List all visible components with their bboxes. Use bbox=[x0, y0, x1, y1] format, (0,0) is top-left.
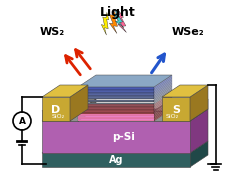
Bar bbox=[153, 111, 189, 121]
Polygon shape bbox=[116, 11, 126, 33]
Polygon shape bbox=[153, 98, 171, 112]
Bar bbox=[78, 87, 153, 88]
Bar bbox=[42, 97, 70, 121]
Bar bbox=[78, 117, 153, 118]
Polygon shape bbox=[189, 85, 207, 121]
Bar bbox=[78, 112, 153, 113]
Text: D: D bbox=[51, 105, 60, 115]
Text: Light: Light bbox=[100, 6, 135, 19]
Bar bbox=[78, 95, 153, 96]
Polygon shape bbox=[153, 105, 171, 118]
Bar bbox=[78, 118, 153, 119]
Bar bbox=[42, 153, 189, 167]
Polygon shape bbox=[153, 75, 171, 88]
Bar bbox=[78, 120, 153, 121]
Polygon shape bbox=[153, 83, 171, 96]
Polygon shape bbox=[109, 9, 117, 33]
Polygon shape bbox=[78, 99, 96, 121]
Bar bbox=[161, 97, 189, 121]
Polygon shape bbox=[78, 75, 171, 87]
Polygon shape bbox=[113, 9, 123, 28]
Text: A: A bbox=[18, 116, 25, 125]
Polygon shape bbox=[153, 84, 171, 98]
Text: SiO₂: SiO₂ bbox=[165, 114, 178, 119]
Polygon shape bbox=[153, 88, 171, 101]
Polygon shape bbox=[153, 91, 171, 104]
Polygon shape bbox=[153, 78, 171, 92]
Text: WSe₂: WSe₂ bbox=[171, 27, 204, 37]
Polygon shape bbox=[153, 77, 171, 90]
Polygon shape bbox=[153, 86, 171, 99]
Polygon shape bbox=[153, 101, 171, 115]
Bar bbox=[78, 104, 153, 105]
Bar bbox=[78, 107, 153, 109]
Bar bbox=[78, 106, 153, 107]
Polygon shape bbox=[101, 12, 108, 35]
Polygon shape bbox=[153, 89, 171, 102]
Bar bbox=[78, 110, 153, 112]
Text: SiO₂: SiO₂ bbox=[52, 114, 64, 119]
Circle shape bbox=[13, 112, 31, 130]
Polygon shape bbox=[42, 99, 96, 111]
Bar bbox=[78, 103, 153, 104]
Bar bbox=[78, 115, 153, 116]
Polygon shape bbox=[153, 99, 207, 111]
Polygon shape bbox=[153, 108, 171, 121]
Bar bbox=[78, 101, 153, 102]
Text: S: S bbox=[171, 105, 179, 115]
Polygon shape bbox=[153, 81, 171, 95]
Polygon shape bbox=[161, 85, 207, 97]
Bar bbox=[78, 114, 153, 121]
Text: WS₂: WS₂ bbox=[39, 27, 64, 37]
Bar bbox=[42, 111, 78, 121]
Polygon shape bbox=[70, 85, 88, 121]
Bar bbox=[78, 100, 153, 101]
Polygon shape bbox=[42, 141, 207, 153]
Bar bbox=[78, 92, 153, 93]
Polygon shape bbox=[153, 97, 171, 110]
Bar bbox=[78, 90, 153, 92]
Polygon shape bbox=[189, 141, 207, 167]
Bar bbox=[78, 109, 153, 110]
Bar bbox=[78, 89, 153, 90]
Bar bbox=[42, 121, 189, 153]
Bar bbox=[78, 93, 153, 95]
Polygon shape bbox=[153, 80, 171, 93]
Bar bbox=[78, 113, 153, 115]
Text: p-Si: p-Si bbox=[112, 132, 135, 142]
Text: Ag: Ag bbox=[108, 155, 123, 165]
Polygon shape bbox=[189, 99, 207, 121]
Polygon shape bbox=[153, 94, 171, 107]
Polygon shape bbox=[153, 103, 171, 116]
Polygon shape bbox=[189, 109, 207, 153]
Bar bbox=[78, 98, 153, 99]
Polygon shape bbox=[42, 85, 88, 97]
Polygon shape bbox=[153, 95, 171, 109]
Polygon shape bbox=[153, 106, 171, 119]
Bar bbox=[78, 96, 153, 98]
Polygon shape bbox=[153, 100, 171, 113]
Polygon shape bbox=[153, 92, 171, 105]
Polygon shape bbox=[42, 109, 207, 121]
